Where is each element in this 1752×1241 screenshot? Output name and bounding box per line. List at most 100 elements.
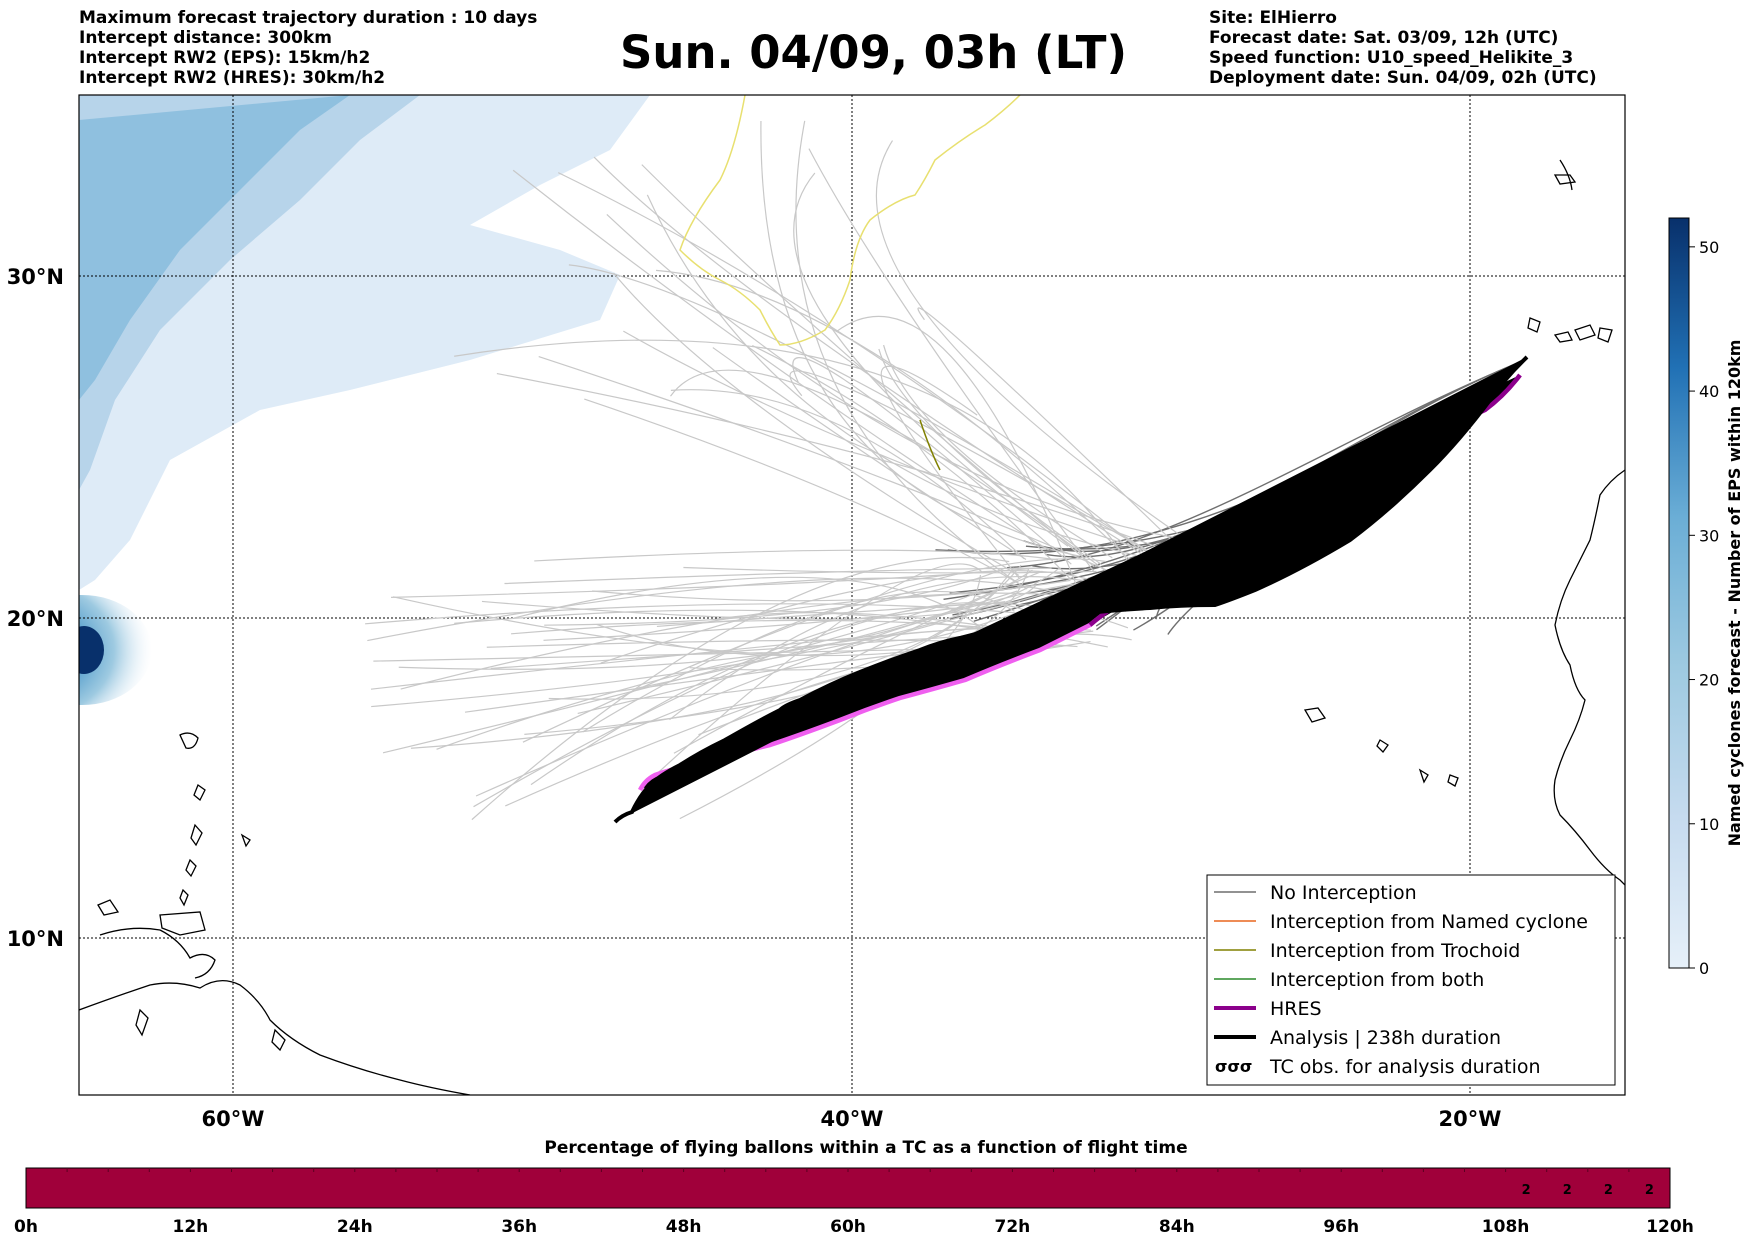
coastlines xyxy=(79,159,1625,1095)
info-duration: Maximum forecast trajectory duration : 1… xyxy=(79,8,538,28)
lat-label-30n: 30°N xyxy=(7,265,64,289)
legend-label: Interception from Named cyclone xyxy=(1270,911,1588,933)
forecast-parameters: Maximum forecast trajectory duration : 1… xyxy=(79,8,537,88)
trajectory-line xyxy=(623,330,1153,554)
map-frame xyxy=(78,94,1626,1096)
lat-label-10n: 10°N xyxy=(7,927,64,951)
trajectory-line xyxy=(792,357,1072,565)
info-forecast-date: Forecast date: Sat. 03/09, 12h (UTC) xyxy=(1209,28,1559,48)
legend-label: HRES xyxy=(1270,998,1322,1020)
info-speed-function: Speed function: U10_speed_Helikite_3 xyxy=(1209,48,1574,68)
colorbar-bar xyxy=(1668,217,1690,969)
trajectory-line xyxy=(760,121,1080,557)
trajectory-line xyxy=(577,574,1108,715)
colorbar-tick-label: 50 xyxy=(1699,238,1719,257)
timeline-tick-label: 36h xyxy=(501,1217,537,1237)
legend-label: No Interception xyxy=(1270,882,1417,904)
timeline-title: Percentage of flying ballons within a TC… xyxy=(544,1138,1187,1158)
trajectory-line xyxy=(365,603,1094,625)
colorbar-ticks: 0 10 20 30 40 50 xyxy=(1689,238,1719,978)
legend-box xyxy=(1206,874,1616,1086)
page-title: Sun. 04/09, 03h (LT) xyxy=(620,26,1128,79)
timeline-tick-label: 12h xyxy=(173,1217,209,1237)
yellow-track xyxy=(679,95,1021,346)
trajectory-line xyxy=(1006,359,1526,569)
trajectory-line xyxy=(670,389,1025,560)
colorbar-tick-label: 30 xyxy=(1699,526,1719,545)
info-intercept-distance: Intercept distance: 300km xyxy=(79,28,332,48)
trochoid-track xyxy=(919,419,941,471)
timeline-value: 2 xyxy=(1522,1183,1531,1198)
timeline-values: 2 2 2 2 xyxy=(1522,1183,1654,1198)
colorbar: 0 10 20 30 40 50 Named cyclones forecast - Nu… xyxy=(1668,217,1744,978)
lon-label-20w: 20°W xyxy=(1439,1107,1502,1131)
trajectory-line xyxy=(534,549,1059,562)
site-parameters: Site: ElHierro Forecast date: Sat. 03/09… xyxy=(1209,8,1597,88)
trajectory-line xyxy=(513,576,998,642)
trajectory-line xyxy=(808,148,1095,573)
trajectory-line xyxy=(606,213,1191,541)
info-intercept-eps: Intercept RW2 (EPS): 15km/h2 xyxy=(79,48,371,68)
timeline-tick-label: 96h xyxy=(1323,1217,1359,1237)
timeline-tick-label: 84h xyxy=(1159,1217,1195,1237)
tc-timeline: Percentage of flying ballons within a TC… xyxy=(14,1138,1694,1237)
timeline-tick-label: 72h xyxy=(995,1217,1031,1237)
info-deployment-date: Deployment date: Sun. 04/09, 02h (UTC) xyxy=(1209,68,1597,88)
trajectory-line xyxy=(593,156,1154,562)
colorbar-tick-label: 20 xyxy=(1699,671,1719,690)
trajectory-line xyxy=(646,194,1160,562)
cyclone-density-high xyxy=(79,95,350,400)
trajectory-line xyxy=(883,344,1113,559)
lat-label-20n: 20°N xyxy=(7,607,64,631)
legend-label: Analysis | 238h duration xyxy=(1270,1027,1501,1049)
trajectory-line xyxy=(641,164,1095,567)
analysis-trajectory xyxy=(613,355,1529,824)
cyclone-density-peak xyxy=(79,626,104,674)
trajectory-line xyxy=(600,570,1096,664)
colorbar-tick-label: 10 xyxy=(1699,815,1719,834)
trajectory-line xyxy=(371,567,1060,708)
timeline-tick-label: 60h xyxy=(830,1217,866,1237)
legend: No Interception Interception from Named c… xyxy=(1206,874,1616,1086)
trajectory-line xyxy=(795,120,1028,590)
legend-label: TC obs. for analysis duration xyxy=(1269,1056,1541,1078)
colorbar-label: Named cyclones forecast - Number of EPS … xyxy=(1725,340,1744,847)
timeline-tick-label: 108h xyxy=(1482,1217,1530,1237)
trajectory-line xyxy=(592,579,1071,602)
trajectory-line xyxy=(568,264,1183,573)
trajectory-line xyxy=(643,563,983,787)
timeline-tick-label: 24h xyxy=(337,1217,373,1237)
trajectory-line xyxy=(471,556,1010,821)
timeline-value: 2 xyxy=(1563,1183,1572,1198)
legend-label: Interception from both xyxy=(1270,969,1484,991)
trajectory-line xyxy=(504,567,1052,585)
lon-label-60w: 60°W xyxy=(202,1107,265,1131)
trajectory-line xyxy=(557,172,1195,595)
timeline-bar xyxy=(25,1167,1671,1209)
info-site: Site: ElHierro xyxy=(1209,8,1337,28)
trajectory-line xyxy=(538,356,1128,580)
info-intercept-hres: Intercept RW2 (HRES): 30km/h2 xyxy=(79,68,386,88)
timeline-ticks: 0h 12h 24h 36h 48h 60h 72h 84h 96h 108h 120h xyxy=(14,1168,1694,1237)
trajectory-line xyxy=(584,398,1020,585)
trajectory-line xyxy=(454,339,1138,577)
trajectory-line xyxy=(655,269,1169,598)
trajectory-line xyxy=(473,602,1040,808)
trajectory-line xyxy=(400,592,1119,690)
trajectory-line xyxy=(712,347,1027,561)
trajectory-line xyxy=(793,172,1069,547)
trajectory-line xyxy=(670,369,1117,579)
trajectory-line xyxy=(496,372,1161,549)
timeline-tick-label: 120h xyxy=(1646,1217,1694,1237)
timeline-tick-label: 48h xyxy=(666,1217,702,1237)
trajectory-line xyxy=(917,307,1191,559)
cyclone-density-core xyxy=(79,595,152,705)
legend-glyph-cyclone-icon: σσσ xyxy=(1215,1057,1252,1076)
timeline-tick-label: 0h xyxy=(14,1217,38,1237)
trajectory-line xyxy=(512,169,1049,551)
trajectory-line xyxy=(522,558,1106,743)
colorbar-tick-label: 0 xyxy=(1699,959,1709,978)
lon-label-40w: 40°W xyxy=(821,1107,884,1131)
trajectory-line xyxy=(370,624,1032,690)
